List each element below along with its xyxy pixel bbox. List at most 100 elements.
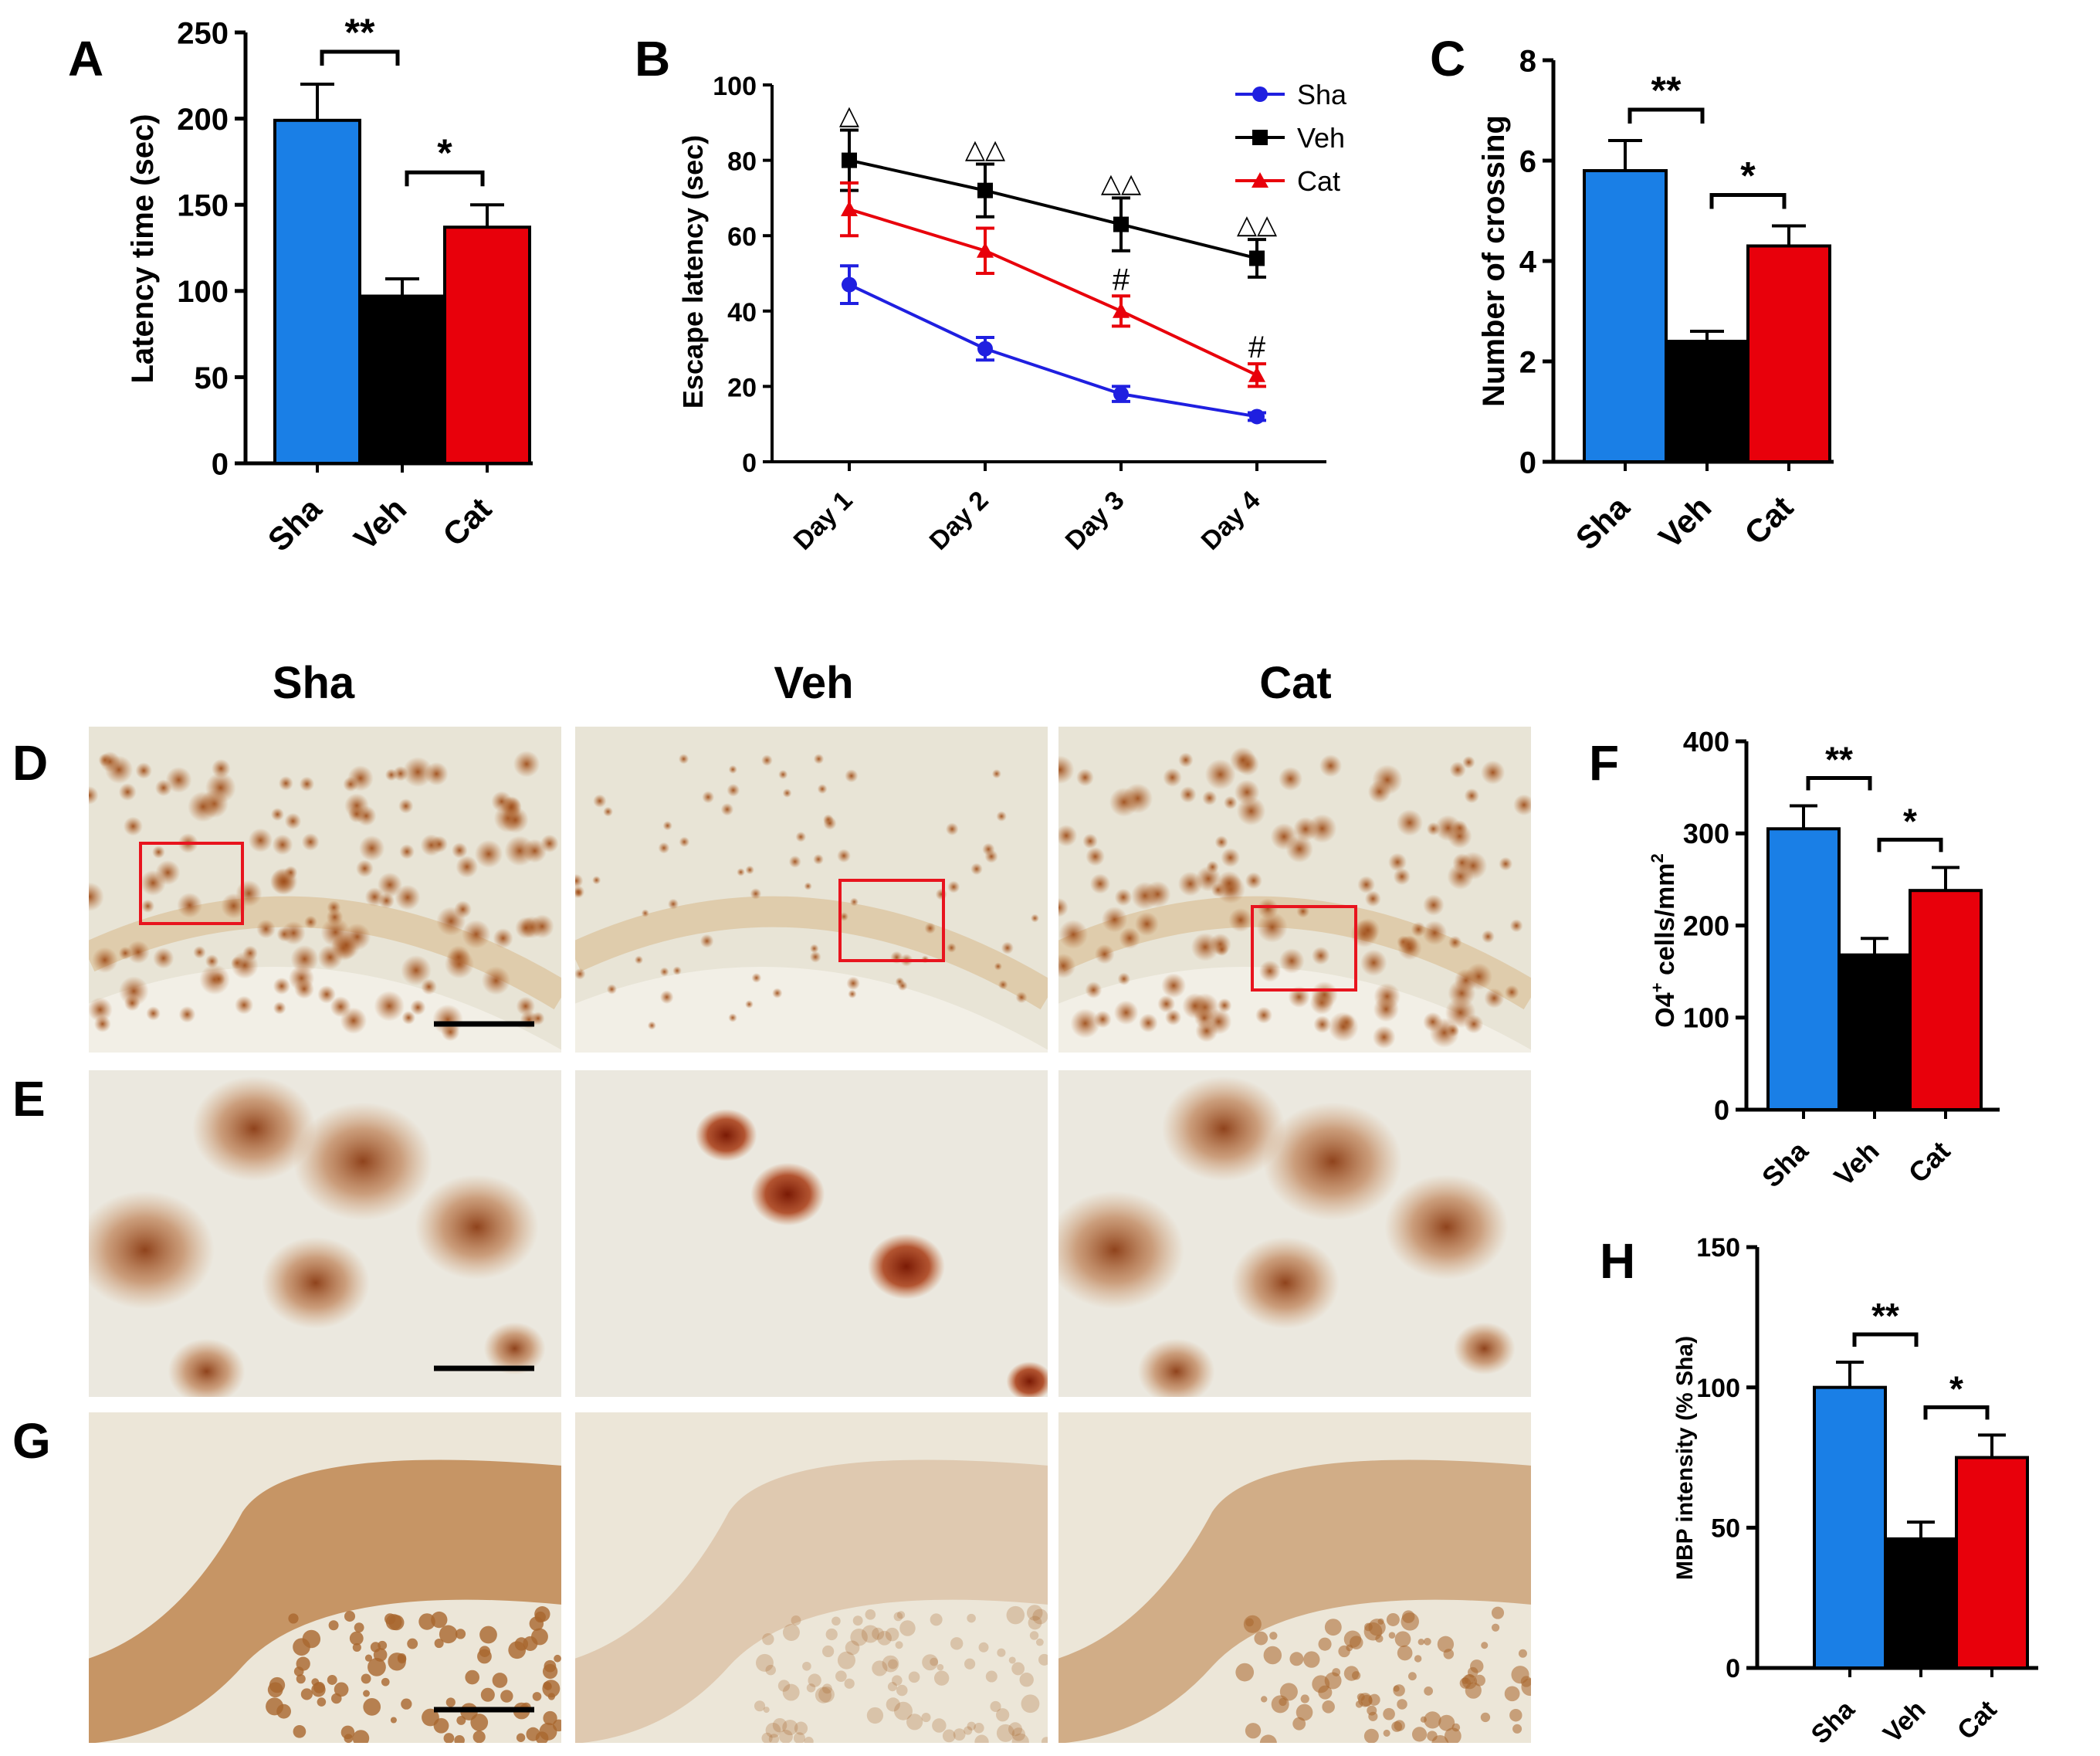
fiber-bundle xyxy=(1026,1605,1043,1621)
stained-cell xyxy=(1484,988,1505,1009)
stained-cell xyxy=(592,876,601,885)
fiber-bundle xyxy=(821,1683,832,1694)
stained-cell xyxy=(1119,927,1141,949)
fiber-bundle xyxy=(477,1649,492,1664)
fiber-bundle xyxy=(532,1692,542,1701)
stained-cell xyxy=(737,868,745,876)
x-tick-label: Veh xyxy=(1651,489,1718,555)
fiber-bundle xyxy=(1008,1722,1022,1737)
fiber-bundle xyxy=(327,1675,337,1685)
fiber-bundle xyxy=(1019,1673,1034,1687)
stained-cell xyxy=(290,944,319,974)
micrograph-grid xyxy=(87,725,1533,1744)
fiber-bundle xyxy=(895,1641,903,1649)
significance-bracket xyxy=(405,170,485,187)
panel-label-b: B xyxy=(635,31,670,86)
fiber-bundle xyxy=(1427,1731,1438,1741)
stained-cell xyxy=(1278,767,1303,792)
fiber-bundle xyxy=(893,1701,913,1720)
fiber-bundle xyxy=(1303,1651,1320,1668)
stained-cell xyxy=(491,791,513,812)
fiber-bundle xyxy=(1269,1632,1278,1640)
fiber-bundle xyxy=(933,1670,950,1686)
stained-cell xyxy=(1163,768,1182,788)
significance-label: ** xyxy=(1871,1296,1899,1336)
stained-cell xyxy=(1372,764,1403,795)
fiber-bundle xyxy=(1322,1700,1335,1714)
data-point-sha xyxy=(842,276,857,293)
fiber-bundle xyxy=(544,1659,557,1673)
stained-cell xyxy=(998,979,1008,990)
fiber-bundle xyxy=(422,1708,439,1727)
stained-cell xyxy=(481,966,511,995)
stained-cell xyxy=(809,944,819,954)
stained-cell xyxy=(795,831,807,842)
stained-cell xyxy=(211,758,231,778)
fiber-bundle xyxy=(361,1673,371,1684)
fiber-bundle xyxy=(370,1642,381,1653)
fiber-bundle xyxy=(465,1670,480,1685)
panel-label-e: E xyxy=(12,1071,46,1127)
y-tick-label: 2 xyxy=(1519,345,1536,379)
stained-cell xyxy=(530,914,554,939)
fiber-bundle xyxy=(480,1687,495,1702)
fiber-bundle xyxy=(1424,1711,1441,1729)
fiber-bundle xyxy=(288,1613,299,1624)
fiber-bundle xyxy=(535,1731,549,1744)
fiber-bundle xyxy=(340,1725,355,1740)
stained-cell xyxy=(1499,856,1513,871)
stained-cell xyxy=(294,978,314,999)
stained-cell xyxy=(493,927,513,949)
fiber-bundle xyxy=(266,1697,284,1716)
fiber-bundle xyxy=(1300,1694,1309,1703)
micrograph-d-cat xyxy=(1057,725,1533,1054)
fiber-bundle xyxy=(832,1616,841,1626)
y-tick-label: 0 xyxy=(1519,446,1536,480)
stained-cell xyxy=(1075,768,1094,787)
fiber-bundle xyxy=(390,1717,397,1724)
fiber-bundle xyxy=(782,1624,800,1641)
fiber-bundle xyxy=(1006,1605,1025,1625)
stained-cell xyxy=(374,991,405,1022)
stained-cell xyxy=(273,977,291,995)
stained-cell xyxy=(1178,752,1194,768)
stained-cell xyxy=(1058,953,1076,978)
fiber-bundle xyxy=(882,1655,899,1673)
fiber-bundle xyxy=(1254,1631,1268,1646)
y-axis-title: Latency time (sec) xyxy=(126,114,160,383)
fiber-bundle xyxy=(1259,1734,1277,1744)
fiber-bundle xyxy=(872,1627,885,1640)
y-tick-label: 0 xyxy=(212,447,229,481)
fiber-bundle xyxy=(844,1678,855,1689)
stained-cell xyxy=(513,751,540,778)
fiber-bundle xyxy=(500,1690,513,1703)
fiber-bundle xyxy=(953,1728,966,1741)
stained-cell xyxy=(1117,972,1131,985)
fiber-bundle xyxy=(822,1645,835,1658)
fiber-bundle xyxy=(1375,1634,1384,1643)
stained-cell xyxy=(462,920,491,949)
fiber-bundle xyxy=(1464,1673,1475,1685)
stained-cell xyxy=(327,900,341,915)
stained-cell xyxy=(1214,835,1228,849)
fiber-bundle xyxy=(1318,1637,1332,1651)
fiber-bundle xyxy=(431,1611,448,1629)
y-tick-label: 0 xyxy=(1726,1654,1740,1683)
stained-cell xyxy=(1070,1008,1100,1039)
stained-cell xyxy=(699,934,714,948)
micrograph-g-veh xyxy=(574,1411,1049,1744)
stained-cell xyxy=(317,985,336,1004)
y-tick-label: 50 xyxy=(1711,1514,1740,1544)
fiber-bundle xyxy=(818,1686,835,1703)
x-tick-label: Day 3 xyxy=(1060,486,1130,556)
fiber-bundle xyxy=(937,1663,944,1671)
y-tick-label: 40 xyxy=(727,298,757,327)
tile-content xyxy=(574,1412,1048,1744)
cell-blob xyxy=(1137,1338,1215,1398)
stained-cell xyxy=(761,754,773,766)
fiber-bundle xyxy=(908,1671,920,1683)
fiber-bundle xyxy=(978,1642,989,1653)
stained-cell xyxy=(401,954,432,986)
